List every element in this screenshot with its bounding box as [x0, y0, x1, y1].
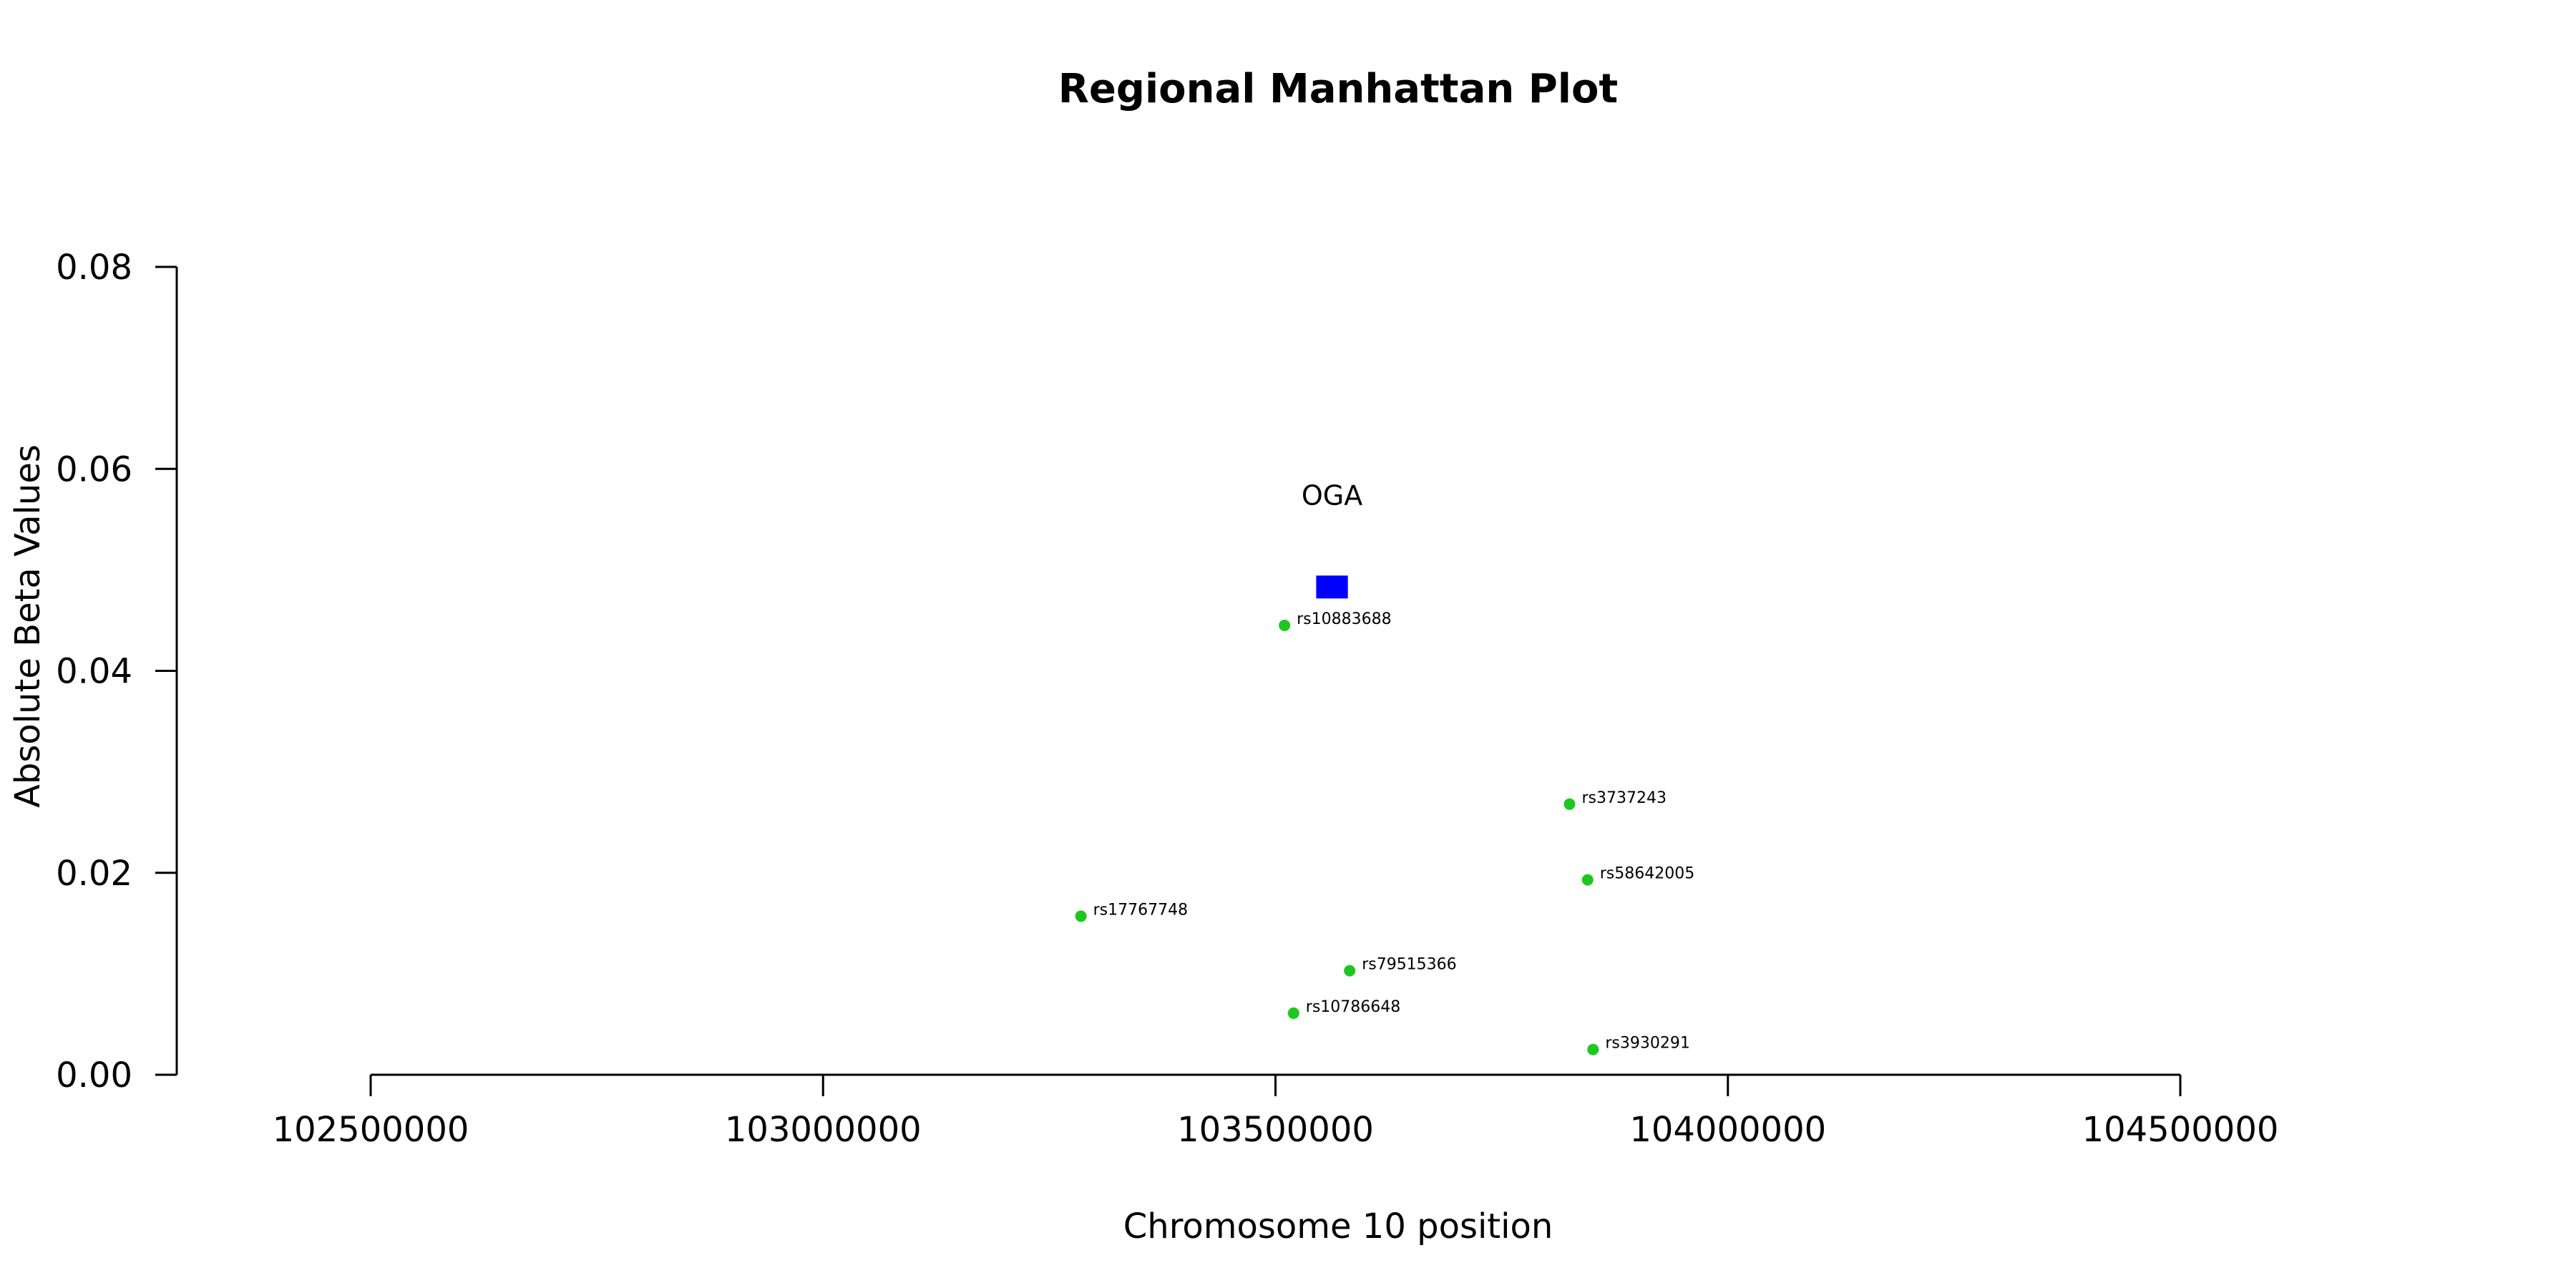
point-label: rs79515366 — [1362, 956, 1456, 974]
y-axis: 0.00 0.02 0.04 0.06 0.08 — [56, 248, 178, 1096]
x-tick-label: 102500000 — [273, 1110, 469, 1150]
chart-title: Regional Manhattan Plot — [1058, 66, 1618, 112]
data-point — [1279, 619, 1291, 631]
y-tick-label: 0.06 — [56, 449, 132, 489]
point-label: rs17767748 — [1093, 901, 1188, 919]
y-tick-label: 0.04 — [56, 652, 132, 692]
x-axis: 102500000 103000000 103500000 104000000 1045… — [273, 1073, 2279, 1150]
x-tick-label: 104000000 — [1629, 1110, 1826, 1150]
point-label: rs10786648 — [1306, 998, 1400, 1016]
y-tick-label: 0.02 — [56, 854, 132, 894]
point-label: rs3737243 — [1581, 789, 1667, 807]
data-points: rs10883688 rs3737243 rs58642005 rs17767748 r… — [1075, 610, 1694, 1055]
y-tick-label: 0.08 — [56, 248, 132, 288]
gene-marker: OGA — [1302, 479, 1362, 599]
point-label: rs10883688 — [1297, 610, 1391, 628]
y-axis-label: Absolute Beta Values — [8, 444, 48, 808]
data-point — [1581, 874, 1594, 886]
y-tick-label: 0.00 — [56, 1055, 132, 1096]
point-label: rs58642005 — [1600, 865, 1694, 883]
point-label: rs3930291 — [1605, 1035, 1690, 1053]
x-tick-label: 104500000 — [2082, 1110, 2279, 1150]
x-tick-label: 103500000 — [1177, 1110, 1374, 1150]
gene-label: OGA — [1302, 479, 1362, 511]
gene-box — [1316, 575, 1348, 599]
data-point — [1344, 965, 1356, 977]
data-point — [1287, 1007, 1299, 1019]
data-point — [1587, 1043, 1599, 1055]
data-point — [1563, 798, 1576, 810]
x-axis-label: Chromosome 10 position — [1123, 1206, 1553, 1246]
data-point — [1075, 910, 1087, 922]
x-tick-label: 103000000 — [725, 1110, 922, 1150]
